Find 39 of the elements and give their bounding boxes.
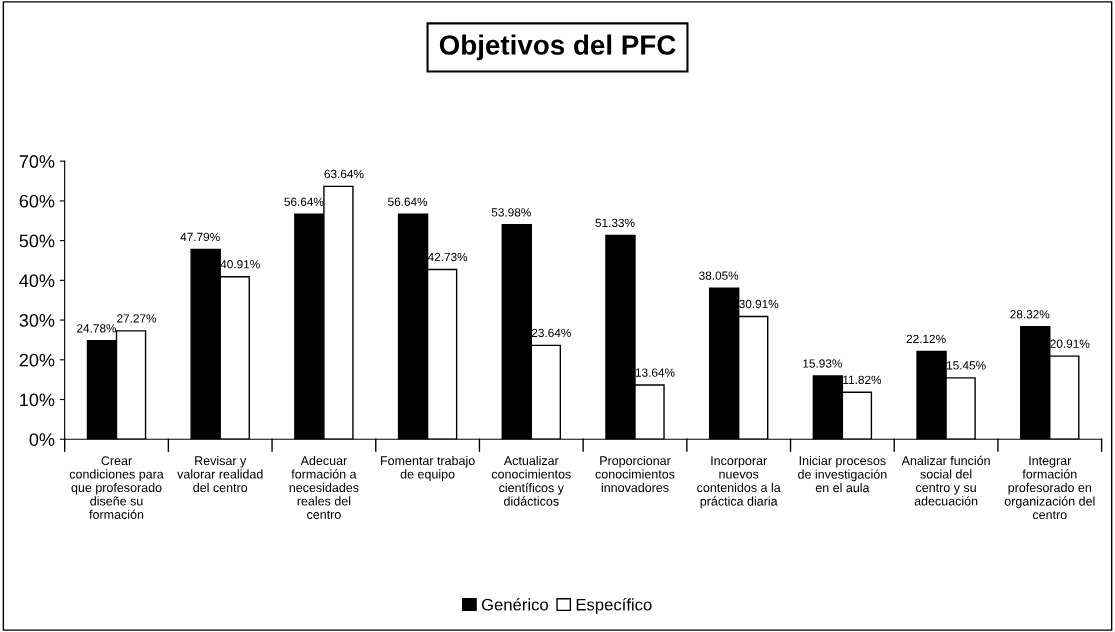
data-label: 42.73% xyxy=(427,252,468,262)
data-label: 30.91% xyxy=(739,299,779,309)
data-label: 38.05% xyxy=(699,271,739,280)
data-label: 28.32% xyxy=(1010,310,1050,319)
data-label: 20.91% xyxy=(1050,339,1090,348)
y-tick-label: 70% xyxy=(19,155,55,168)
data-label: 56.64% xyxy=(388,197,428,206)
y-tick-label: 10% xyxy=(20,393,55,407)
x-tick-label: Iniciar procesos de investigación en el aula xyxy=(798,455,887,493)
y-tick-label: 30% xyxy=(19,314,55,327)
data-label: 15.93% xyxy=(803,359,842,368)
x-tick-label: Fomentar trabajo de equipo xyxy=(381,455,475,482)
y-tick-label: 0% xyxy=(29,433,55,446)
data-label: 13.64% xyxy=(635,368,675,377)
x-tick-label: Analizar función social del centro y su adecuación xyxy=(901,455,990,506)
data-label: 47.79% xyxy=(180,232,220,242)
data-label: 53.98% xyxy=(491,208,531,217)
data-label: 23.64% xyxy=(531,328,571,338)
data-label: 11.82% xyxy=(843,375,882,384)
y-tick-label: 40% xyxy=(19,274,55,288)
data-label: 24.78% xyxy=(77,324,117,333)
data-label: 15.45% xyxy=(946,361,986,370)
data-label: 63.64% xyxy=(324,169,364,179)
legend-label: Específico xyxy=(576,598,652,614)
x-tick-label: Revisar y valorar realidad del centro xyxy=(177,455,263,493)
x-tick-label: Proporcionar conocimientos innovadores xyxy=(595,455,675,493)
legend-label: Genérico xyxy=(481,598,549,611)
chart-title: Objetivos del PFC xyxy=(439,34,676,61)
x-tick-label: Crear condiciones para que profesorado diseñe su formación xyxy=(69,456,164,519)
data-label: 22.12% xyxy=(906,334,946,344)
data-label: 27.27% xyxy=(117,314,157,323)
x-tick-label: Incorporar nuevos contenidos a la práctica diaria xyxy=(697,456,781,509)
y-tick-label: 50% xyxy=(19,234,55,248)
x-tick-label: Integrar formación profesorado en organización del centro xyxy=(1004,456,1095,520)
y-tick-label: 20% xyxy=(19,353,55,367)
x-tick-label: Actualizar conocimientos científicos y didácticos xyxy=(491,455,571,506)
x-tick-label: Adecuar formación a necesidades reales del centro xyxy=(289,455,359,519)
y-tick-label: 60% xyxy=(19,194,55,208)
data-label: 51.33% xyxy=(595,218,635,228)
